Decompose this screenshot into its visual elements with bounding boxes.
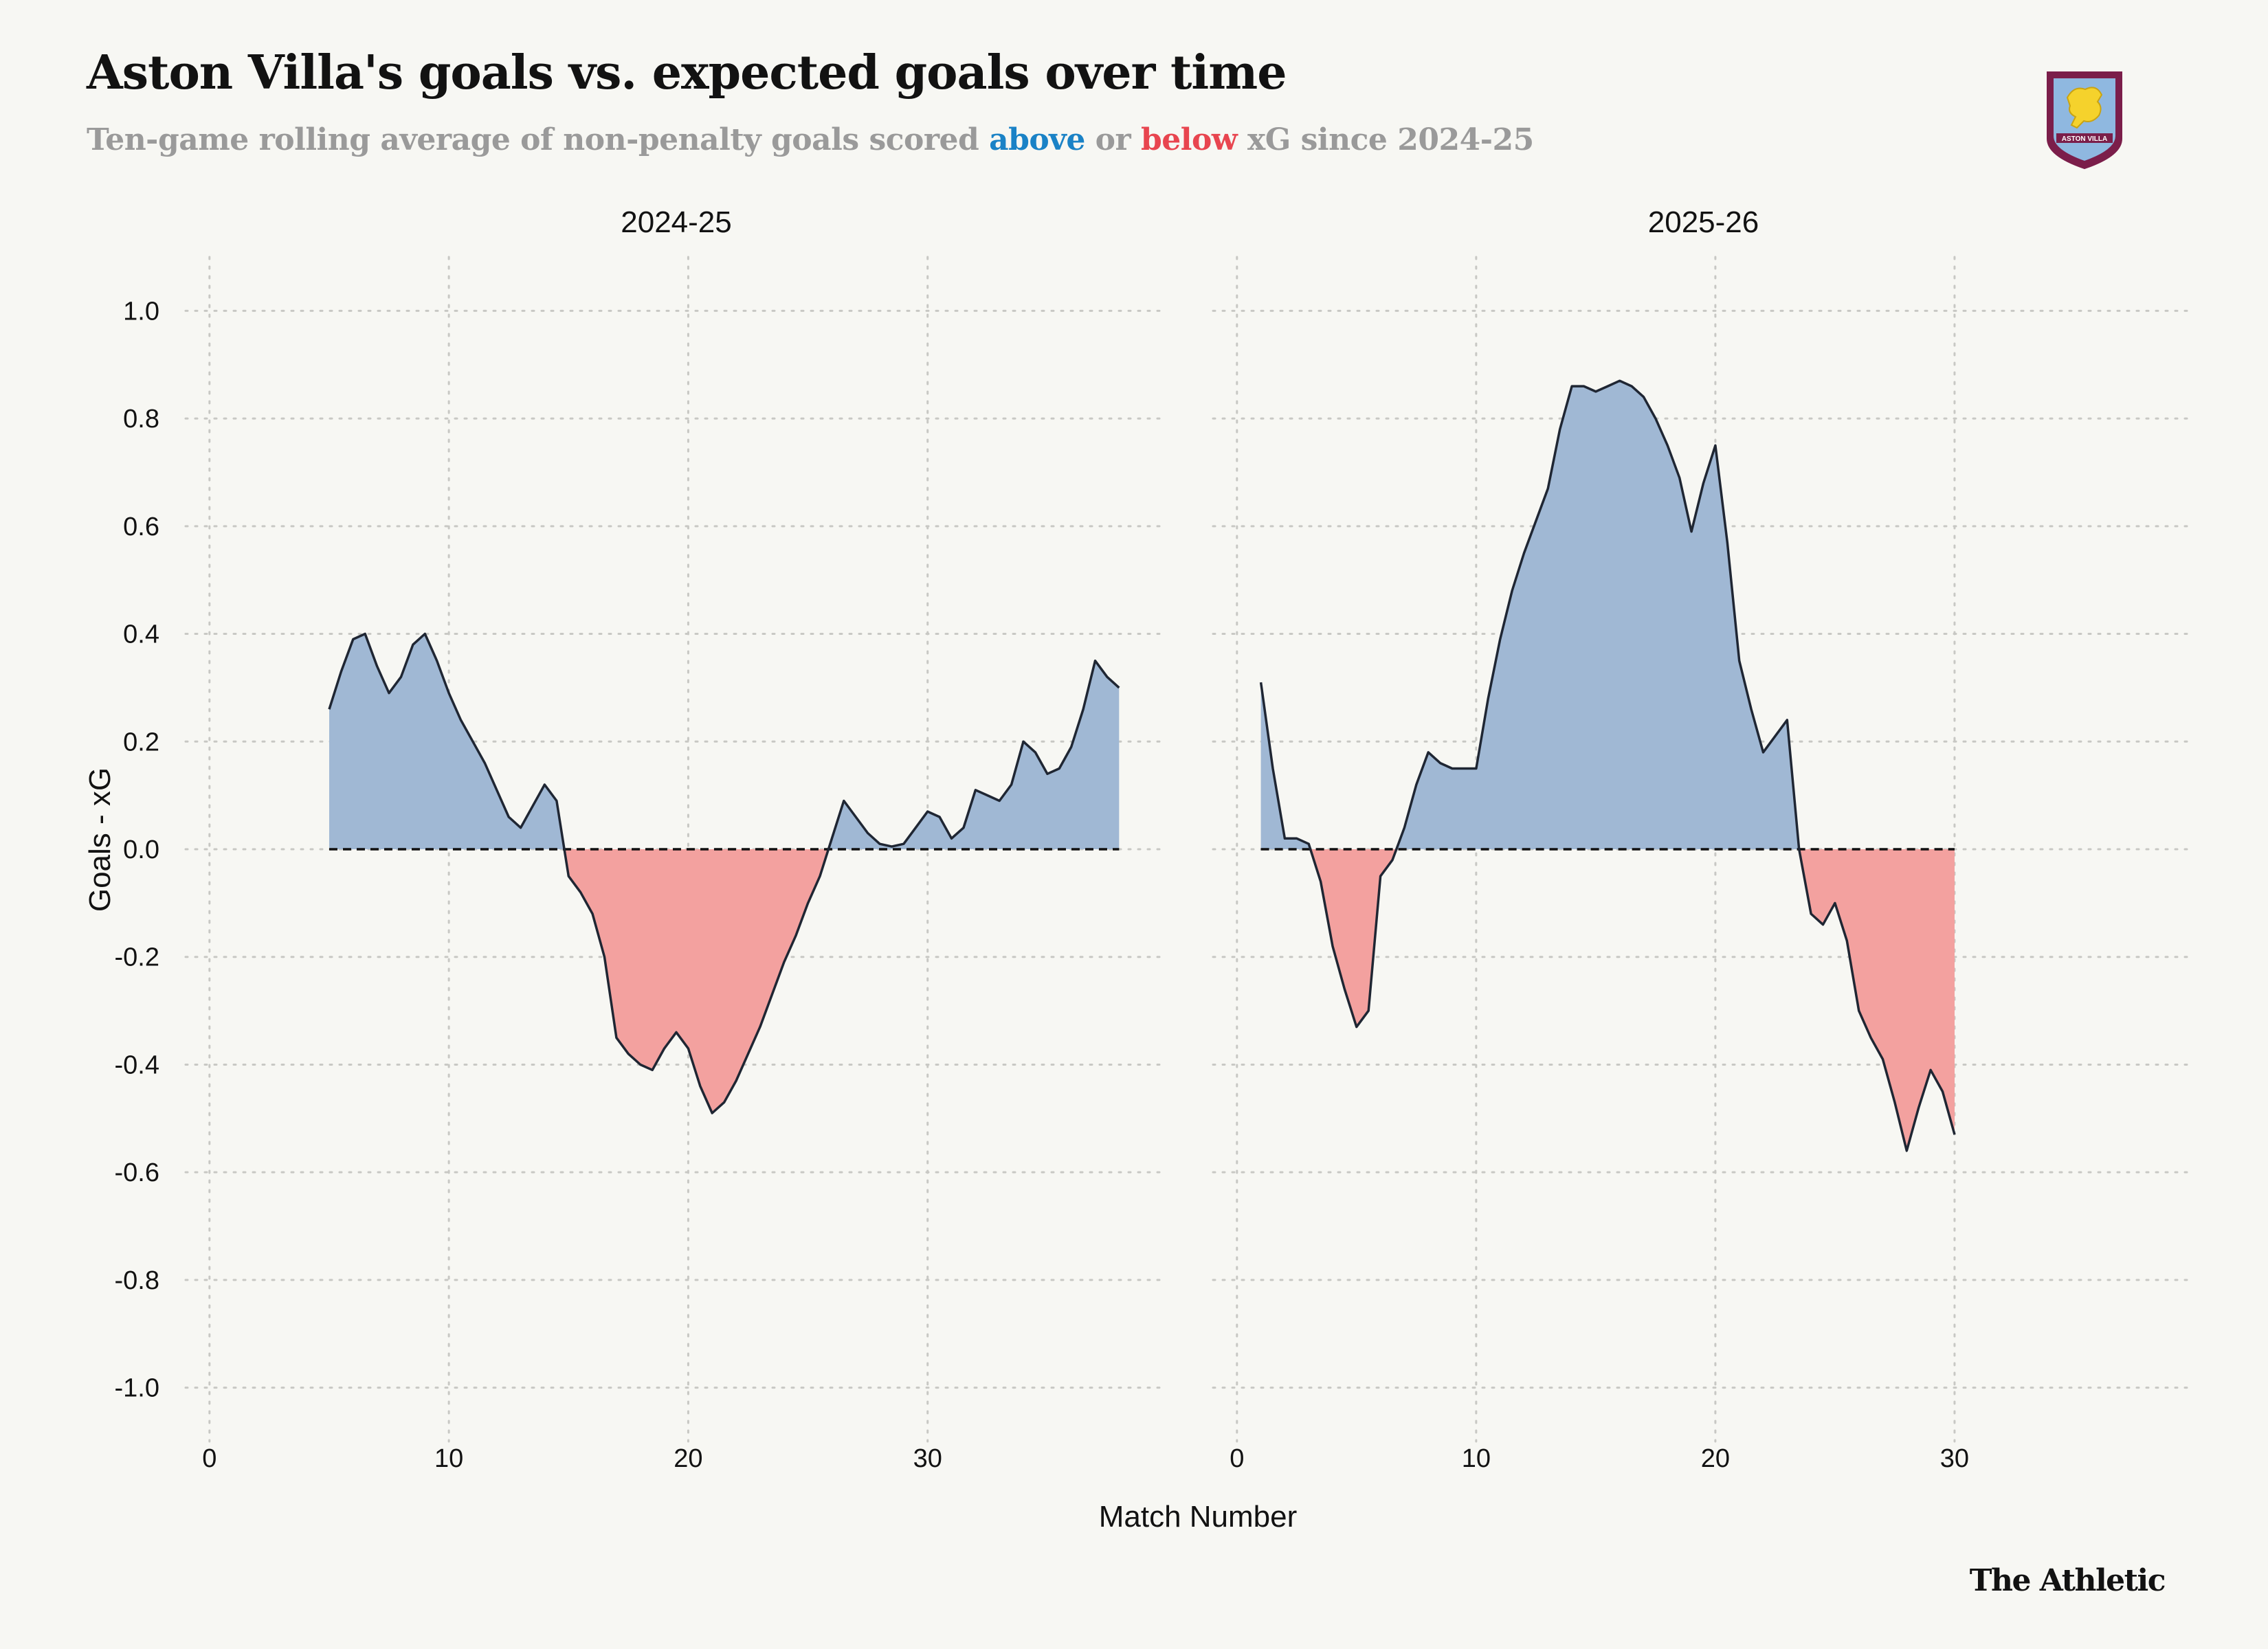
x-tick-label: 20: [1701, 1444, 1730, 1473]
series-line: [328, 632, 1120, 1114]
series-line: [1259, 379, 1956, 1152]
chart-title: Aston Villa's goals vs. expected goals o…: [87, 45, 1287, 100]
subtitle-suffix: xG since 2024-25: [1237, 122, 1534, 157]
x-tick-label: 30: [913, 1444, 942, 1473]
x-tick-label: 0: [1230, 1444, 1244, 1473]
y-tick-label: -0.2: [115, 943, 159, 972]
x-tick-label: 0: [202, 1444, 216, 1473]
panel-2025-26: 2025-26 0 10 20 30: [1212, 205, 2195, 1473]
x-tick-label: 10: [434, 1444, 463, 1473]
panel-2024-25: 2024-25 1.0 0.8 0.6 0.4 0.2 0.0 -0.2 -0.4 -0.6 -0.…: [115, 205, 1168, 1473]
x-tick-label: 20: [674, 1444, 702, 1473]
y-tick-label: -0.8: [115, 1266, 159, 1295]
y-tick-label: -0.4: [115, 1051, 159, 1079]
subtitle-middle: or: [1085, 122, 1141, 157]
panel-title: 2025-26: [1648, 205, 1759, 239]
y-tick-label: 0.4: [123, 620, 159, 649]
y-tick-label: 0.8: [123, 405, 159, 434]
the-athletic-logo: The Athletic: [1969, 1563, 2166, 1598]
badge-text: ASTON VILLA: [2062, 135, 2107, 143]
x-axis-label: Match Number: [1099, 1500, 1298, 1534]
y-tick-label: -0.6: [115, 1158, 159, 1187]
panel-title: 2024-25: [621, 205, 731, 239]
area-above-xg: [329, 633, 1120, 849]
y-tick-label: 0.0: [123, 835, 159, 864]
area-below-xg: [1260, 849, 1955, 1151]
x-tick-label: 10: [1462, 1444, 1491, 1473]
y-tick-label: 1.0: [123, 297, 159, 326]
aston-villa-crest-icon: ASTON VILLA: [2047, 71, 2122, 170]
area-above-xg: [1260, 381, 1955, 849]
area-below-xg: [329, 849, 1120, 1113]
subtitle-prefix: Ten-game rolling average of non-penalty …: [87, 122, 990, 157]
chart-subtitle: Ten-game rolling average of non-penalty …: [87, 122, 1534, 157]
y-tick-label: 0.2: [123, 728, 159, 756]
y-tick-label: 0.6: [123, 513, 159, 541]
y-axis-label: Goals - xG: [83, 767, 117, 912]
subtitle-below: below: [1141, 122, 1238, 157]
y-tick-label: -1.0: [115, 1374, 159, 1403]
subtitle-above: above: [989, 122, 1085, 157]
x-tick-label: 30: [1940, 1444, 1969, 1473]
